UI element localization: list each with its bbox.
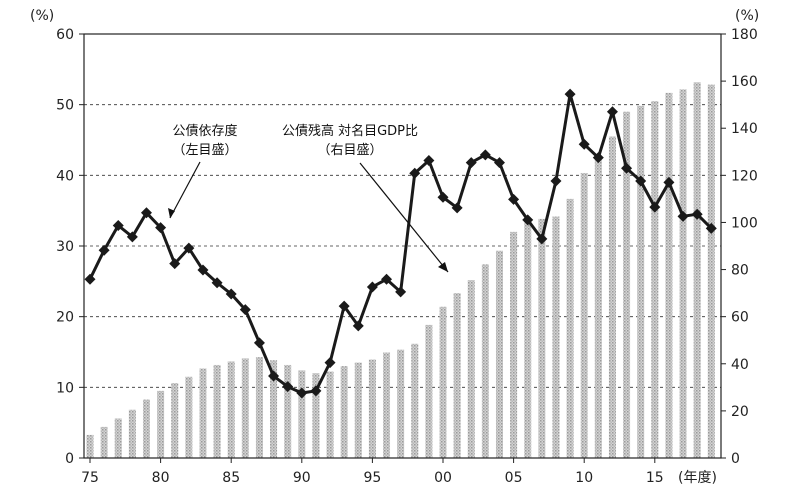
right-tick-label: 120 [731, 168, 758, 184]
right-tick-label: 100 [731, 215, 758, 231]
x-axis: 75 80 85 90 95 00 05 10 15 [81, 458, 664, 486]
bar [199, 368, 206, 458]
bar [425, 325, 432, 458]
right-tick-label: 140 [731, 121, 758, 137]
left-tick-label: 10 [56, 380, 74, 396]
left-axis: 0 10 20 30 40 50 60 [56, 27, 84, 467]
annotation-arrowhead-bar-series [438, 262, 448, 272]
bar [454, 293, 461, 458]
bar [637, 106, 644, 458]
annotation-bar-series-title: 公債残高 対名目GDP比 [282, 123, 418, 139]
bar [609, 136, 616, 458]
right-tick-label: 180 [731, 27, 758, 43]
right-tick-label: 20 [731, 404, 749, 420]
bar [369, 360, 376, 458]
bar [143, 400, 150, 458]
right-tick-label: 40 [731, 357, 749, 373]
bar [468, 280, 475, 458]
data-point [494, 157, 505, 168]
bar [228, 361, 235, 458]
bar [595, 156, 602, 458]
bar [552, 217, 559, 458]
bar [327, 372, 334, 458]
right-tick-label: 0 [731, 451, 740, 467]
bar [87, 435, 94, 458]
bar [567, 199, 574, 458]
annotation-bar-series: 公債残高 対名目GDP比 （右目盛） [282, 123, 448, 272]
bar [440, 307, 447, 458]
data-point [466, 157, 477, 168]
x-tick-label: 95 [363, 470, 381, 486]
right-tick-label: 160 [731, 74, 758, 90]
bar [538, 219, 545, 458]
data-point [367, 281, 378, 292]
bar [256, 357, 263, 458]
bar [242, 358, 249, 458]
bar [284, 365, 291, 458]
bar [524, 220, 531, 458]
data-point [325, 357, 336, 368]
bar [355, 363, 362, 458]
bar [115, 418, 122, 458]
x-axis-unit: (年度) [678, 470, 717, 486]
bar [341, 366, 348, 458]
annotation-line-series-axis: （左目盛） [172, 143, 237, 158]
left-tick-label: 30 [56, 239, 74, 255]
data-point [550, 175, 561, 186]
bar [129, 410, 136, 458]
left-tick-label: 0 [65, 451, 74, 467]
bar [185, 377, 192, 458]
bar [397, 350, 404, 458]
left-tick-label: 50 [56, 98, 74, 114]
bar [665, 93, 672, 458]
bar [680, 89, 687, 458]
annotation-bar-series-axis: （右目盛） [317, 143, 382, 158]
annotation-arrow-line-series [170, 162, 200, 218]
x-tick-label: 75 [81, 470, 99, 486]
bar [101, 427, 108, 458]
data-point [565, 89, 576, 100]
x-tick-label: 80 [152, 470, 170, 486]
data-point [85, 274, 96, 285]
bar [694, 82, 701, 458]
bar [383, 352, 390, 458]
right-axis: 0 20 40 60 80 100 120 140 160 180 [721, 27, 758, 467]
x-tick-label: 15 [646, 470, 664, 486]
bar [171, 383, 178, 458]
right-tick-label: 60 [731, 310, 749, 326]
bar [708, 85, 715, 458]
annotation-line-series-title: 公債依存度 [172, 123, 237, 139]
x-tick-label: 00 [434, 470, 452, 486]
data-point [607, 106, 618, 117]
bar [581, 173, 588, 458]
data-point [254, 337, 265, 348]
bar [214, 365, 221, 458]
left-axis-unit: (%) [30, 8, 54, 24]
x-tick-label: 10 [575, 470, 593, 486]
left-tick-label: 40 [56, 168, 74, 184]
x-tick-label: 85 [222, 470, 240, 486]
x-tick-label: 90 [293, 470, 311, 486]
right-tick-label: 80 [731, 263, 749, 279]
data-point [480, 149, 491, 160]
left-tick-label: 20 [56, 310, 74, 326]
data-point [678, 211, 689, 222]
right-axis-unit: (%) [735, 8, 759, 24]
annotation-line-series: 公債依存度 （左目盛） [168, 123, 238, 218]
bar [482, 264, 489, 458]
bar [411, 344, 418, 458]
left-tick-label: 60 [56, 27, 74, 43]
bar [496, 251, 503, 458]
bar [157, 391, 164, 458]
bar [510, 232, 517, 458]
bar [651, 101, 658, 458]
bar [298, 370, 305, 458]
data-point [296, 387, 307, 398]
x-tick-label: 05 [505, 470, 523, 486]
